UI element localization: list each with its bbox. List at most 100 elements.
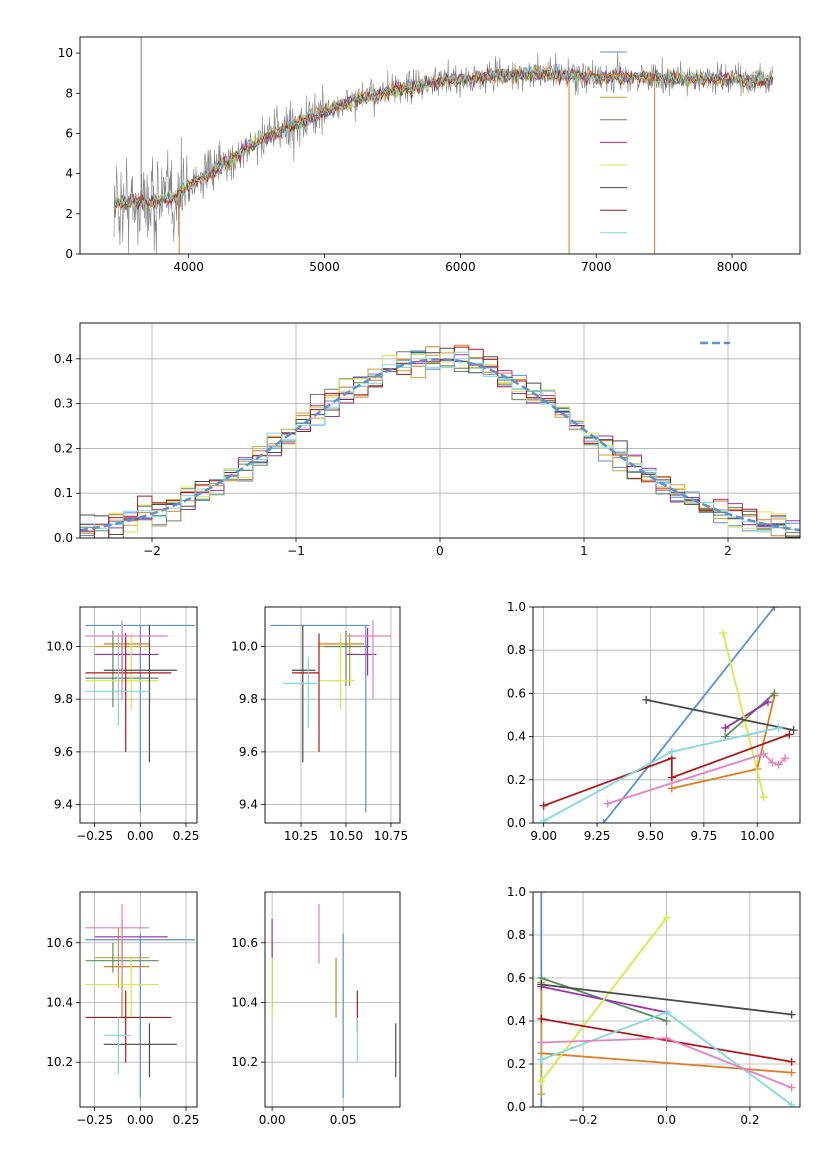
y-tick-label: 9.8 [54, 692, 73, 706]
plot-area [80, 892, 197, 1107]
y-tick-label: 0.2 [54, 441, 73, 455]
weight-line [722, 632, 765, 798]
residual-histogram [80, 351, 800, 534]
weight-line [602, 607, 776, 823]
normal-distribution-curve [80, 358, 800, 532]
axes-frame [264, 891, 401, 1108]
y-tick-label: 0.4 [507, 1014, 526, 1028]
y-tick-label: 9.6 [239, 745, 258, 759]
weight-line [541, 983, 792, 1016]
y-tick-label: 9.4 [239, 798, 258, 812]
x-tick-label: 10.00 [740, 829, 774, 843]
x-tick-label: 0.05 [330, 1113, 357, 1127]
y-tick-label: 10.0 [46, 640, 73, 654]
y-tick-label: 0.8 [507, 643, 526, 657]
y-tick-label: 10.2 [46, 1055, 73, 1069]
x-tick-label: 4000 [173, 260, 204, 274]
plus-marker [781, 754, 790, 763]
residual-histogram [80, 351, 800, 538]
axes-frame [532, 891, 801, 1108]
y-tick-label: 2 [65, 207, 73, 221]
plus-marker [787, 1057, 796, 1066]
plus-marker [662, 1034, 671, 1043]
plot-area [80, 323, 800, 538]
plot-area [265, 607, 400, 823]
plus-marker [787, 1100, 796, 1107]
x-tick-label: −0.2 [568, 1113, 597, 1127]
residual-histogram [80, 346, 800, 538]
model-fit-line [113, 68, 774, 212]
y-tick-label: 4 [65, 167, 73, 181]
plus-marker [537, 1077, 546, 1086]
x-tick-label: 9.50 [637, 829, 664, 843]
x-tick-label: 2 [724, 544, 732, 558]
x-tick-label: 0.00 [259, 1113, 286, 1127]
plus-marker [789, 726, 798, 735]
plus-marker [774, 760, 783, 769]
plot-area [533, 892, 800, 1107]
y-tick-label: 10.2 [231, 1055, 258, 1069]
y-tick-label: 0.3 [54, 397, 73, 411]
panel-mass_vs_Z: −0.25 0.00 0.25 10.2 10.4 10.6 [46, 891, 199, 1127]
plus-marker [759, 793, 768, 802]
plus-marker [537, 892, 546, 896]
y-tick-label: 0.8 [507, 928, 526, 942]
y-tick-label: 0 [65, 247, 73, 261]
x-tick-label: 9.25 [584, 829, 611, 843]
plus-marker [537, 1103, 546, 1107]
x-tick-label: 9.75 [691, 829, 718, 843]
x-tick-label: −2 [143, 544, 161, 558]
plus-marker [787, 1010, 796, 1019]
y-tick-label: 0.4 [54, 352, 73, 366]
y-tick-label: 10.4 [231, 995, 258, 1009]
x-tick-label: 8000 [717, 260, 748, 274]
x-tick-label: 10.75 [374, 829, 408, 843]
model-fit-line [113, 68, 774, 211]
x-tick-label: 0.0 [657, 1113, 676, 1127]
panel-age_vs_mass: 10.25 10.50 10.75 9.4 9.6 9.8 10.0 [231, 606, 408, 843]
y-tick-label: 10 [58, 46, 73, 60]
y-tick-label: 0.1 [54, 486, 73, 500]
y-tick-label: 0.4 [507, 730, 526, 744]
plus-marker [662, 1017, 671, 1025]
x-tick-label: 1 [580, 544, 588, 558]
panel-spectrum: 4000 5000 6000 7000 8000 0 2 4 6 8 10 [58, 36, 801, 274]
y-tick-label: 9.8 [239, 692, 258, 706]
model-fit-line [113, 66, 774, 211]
plus-marker [662, 913, 671, 922]
plus-marker [667, 773, 676, 782]
axes-frame [79, 891, 198, 1108]
y-tick-label: 0.2 [507, 1057, 526, 1071]
plot-area [265, 892, 400, 1107]
y-tick-label: 9.6 [54, 745, 73, 759]
x-tick-label: 0.00 [127, 1113, 154, 1127]
x-tick-label: −1 [287, 544, 305, 558]
y-tick-label: 0.6 [507, 971, 526, 985]
plus-marker [537, 1038, 546, 1047]
x-tick-label: 9.00 [530, 829, 557, 843]
x-tick-label: −0.25 [76, 829, 113, 843]
y-tick-label: 6 [65, 126, 73, 140]
plus-marker [721, 723, 730, 732]
x-tick-label: 0.2 [740, 1113, 759, 1127]
residual-histogram [80, 352, 800, 538]
axes-frame [532, 606, 801, 824]
axes-frame [79, 322, 801, 539]
plus-marker [719, 628, 728, 637]
x-tick-label: 7000 [581, 260, 612, 274]
plus-marker [787, 1083, 796, 1092]
plus-marker [768, 758, 777, 767]
plus-marker [537, 1014, 546, 1023]
axes-frame [264, 606, 401, 824]
x-tick-label: 10.50 [329, 829, 363, 843]
plus-marker [539, 801, 548, 810]
x-tick-label: 0.25 [173, 829, 200, 843]
axes-frame [79, 36, 801, 255]
plus-marker [770, 607, 779, 611]
y-tick-label: 0.0 [54, 531, 73, 545]
y-tick-label: 8 [65, 86, 73, 100]
axes-frame [79, 606, 198, 824]
plus-marker [667, 784, 676, 793]
panel-age_vs_Z: −0.25 0.00 0.25 9.4 9.6 9.8 10.0 [46, 606, 200, 843]
y-tick-label: 10.6 [231, 936, 258, 950]
